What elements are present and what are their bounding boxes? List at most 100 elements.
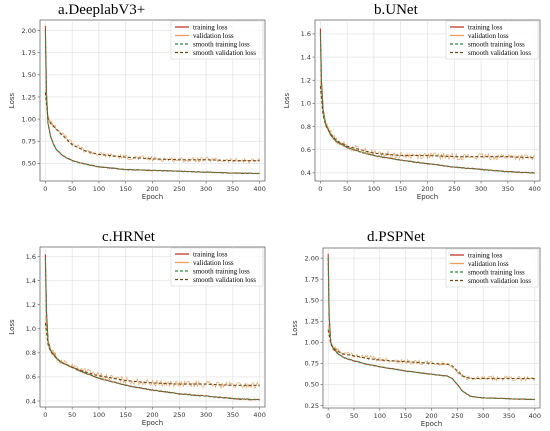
- legend-label: smooth validation loss: [468, 277, 531, 285]
- x-tick-label: 300: [200, 411, 212, 419]
- chart-title: d.PSPNet: [367, 229, 425, 245]
- chart-panel-c: c.HRNet 0 50 100 150 200 250 300 350 400 0.4 0.6 0.…: [0, 215, 275, 431]
- x-axis-label: Epoch: [142, 193, 163, 201]
- x-tick-label: 250: [173, 185, 185, 193]
- y-tick-label: 1.0: [301, 100, 311, 108]
- legend-label: validation loss: [468, 32, 509, 40]
- x-tick-label: 200: [146, 411, 158, 419]
- y-tick-label: 0.6: [301, 146, 311, 154]
- x-tick-label: 200: [425, 412, 437, 420]
- y-tick-label: 1.25: [22, 93, 36, 101]
- x-tick-label: 400: [528, 185, 540, 193]
- series-line-4: [44, 322, 260, 386]
- y-axis-label: Loss: [8, 92, 16, 108]
- x-tick-label: 150: [399, 412, 411, 420]
- x-tick-label: 250: [448, 185, 460, 193]
- x-tick-label: 100: [93, 411, 105, 419]
- series-line-3: [327, 258, 535, 401]
- legend-label: smooth validation loss: [193, 49, 256, 57]
- x-tick-label: 0: [326, 412, 330, 420]
- legend-label: smooth validation loss: [193, 276, 256, 284]
- y-tick-label: 2.00: [22, 27, 36, 35]
- x-tick-label: 300: [477, 412, 489, 420]
- x-tick-label: 200: [421, 185, 433, 193]
- x-tick-label: 350: [227, 185, 239, 193]
- x-tick-label: 300: [200, 185, 212, 193]
- x-tick-label: 300: [475, 185, 487, 193]
- legend-label: validation loss: [193, 32, 234, 40]
- x-tick-label: 0: [43, 411, 47, 419]
- y-axis-label: Loss: [291, 320, 299, 336]
- chart-panel-b: b.UNet 0 50 100 150 200 250 300 350 400 0.4 0.6 0.8…: [275, 0, 550, 215]
- y-tick-label: 0.50: [305, 381, 319, 389]
- y-tick-label: 2.00: [305, 254, 319, 262]
- x-tick-label: 50: [350, 412, 358, 420]
- chart-title: c.HRNet: [102, 229, 155, 245]
- legend-label: validation loss: [193, 259, 234, 267]
- y-tick-label: 0.75: [305, 360, 319, 368]
- x-tick-label: 50: [68, 411, 76, 419]
- chart-title: a.DeeplabV3+: [58, 2, 146, 18]
- y-tick-label: 0.75: [22, 137, 36, 145]
- legend-label: smooth training loss: [193, 267, 250, 275]
- y-tick-label: 1.2: [301, 77, 311, 85]
- x-axis-label: Epoch: [421, 420, 442, 428]
- x-tick-label: 250: [451, 412, 463, 420]
- series-line-4: [327, 329, 535, 380]
- series-group: [319, 28, 535, 174]
- y-tick-label: 1.2: [26, 301, 36, 309]
- legend-label: training loss: [468, 23, 503, 31]
- legend-label: validation loss: [468, 260, 509, 268]
- y-tick-label: 0.50: [22, 160, 36, 168]
- legend-label: training loss: [193, 23, 228, 31]
- y-axis-label: Loss: [8, 319, 16, 335]
- y-axis-label: Loss: [283, 92, 291, 108]
- x-tick-label: 100: [374, 412, 386, 420]
- x-tick-label: 400: [253, 411, 265, 419]
- series-line-3: [44, 30, 260, 175]
- y-tick-label: 0.8: [26, 349, 36, 357]
- legend-label: smooth training loss: [468, 268, 525, 276]
- legend-label: smooth training loss: [193, 40, 250, 48]
- y-tick-label: 1.4: [301, 53, 311, 61]
- y-tick-label: 1.4: [26, 277, 36, 285]
- loss-chart-unet: 0 50 100 150 200 250 300 350 400 0.4 0.6 0.8 1.0 1.2 1…: [283, 19, 541, 201]
- loss-chart-pspnet: 0 50 100 150 200 250 300 350 400 0.25 0.50 0.75 1.00…: [291, 247, 541, 428]
- y-tick-label: 0.6: [26, 373, 36, 381]
- x-tick-label: 100: [93, 185, 105, 193]
- y-tick-label: 1.75: [22, 49, 36, 57]
- x-tick-label: 350: [227, 411, 239, 419]
- x-tick-label: 200: [146, 185, 158, 193]
- legend-label: training loss: [193, 250, 228, 258]
- series-line-4: [319, 85, 535, 159]
- series-line-2: [320, 80, 535, 162]
- legend-label: training loss: [468, 251, 503, 259]
- x-tick-label: 0: [318, 185, 322, 193]
- series-line-2: [45, 89, 260, 164]
- y-tick-label: 0.4: [301, 169, 311, 177]
- y-tick-label: 1.0: [26, 325, 36, 333]
- x-axis-label: Epoch: [142, 419, 163, 427]
- series-group: [327, 253, 536, 401]
- x-tick-label: 50: [68, 185, 76, 193]
- x-tick-label: 50: [343, 185, 351, 193]
- y-tick-label: 0.8: [301, 123, 311, 131]
- chart-panel-a: a.DeeplabV3+ 0 50 100 150 200 250 300 350 400 0.5…: [0, 0, 275, 215]
- y-tick-label: 1.00: [22, 115, 36, 123]
- y-tick-label: 1.6: [26, 253, 36, 261]
- y-tick-label: 1.25: [305, 318, 319, 326]
- x-tick-label: 100: [368, 185, 380, 193]
- x-tick-label: 150: [120, 185, 132, 193]
- y-tick-label: 1.75: [305, 275, 319, 283]
- legend-label: smooth validation loss: [468, 49, 531, 57]
- y-tick-label: 1.50: [305, 297, 319, 305]
- loss-chart-hrnet: 0 50 100 150 200 250 300 350 400 0.4 0.6 0.8 1.0 1.2 1…: [8, 246, 266, 427]
- series-group: [44, 254, 260, 401]
- chart-title: b.UNet: [374, 2, 418, 18]
- y-tick-label: 0.4: [26, 397, 36, 405]
- x-axis-label: Epoch: [417, 193, 438, 201]
- y-tick-label: 1.50: [22, 71, 36, 79]
- y-tick-label: 1.6: [301, 30, 311, 38]
- x-tick-label: 250: [173, 411, 185, 419]
- x-tick-label: 0: [43, 185, 47, 193]
